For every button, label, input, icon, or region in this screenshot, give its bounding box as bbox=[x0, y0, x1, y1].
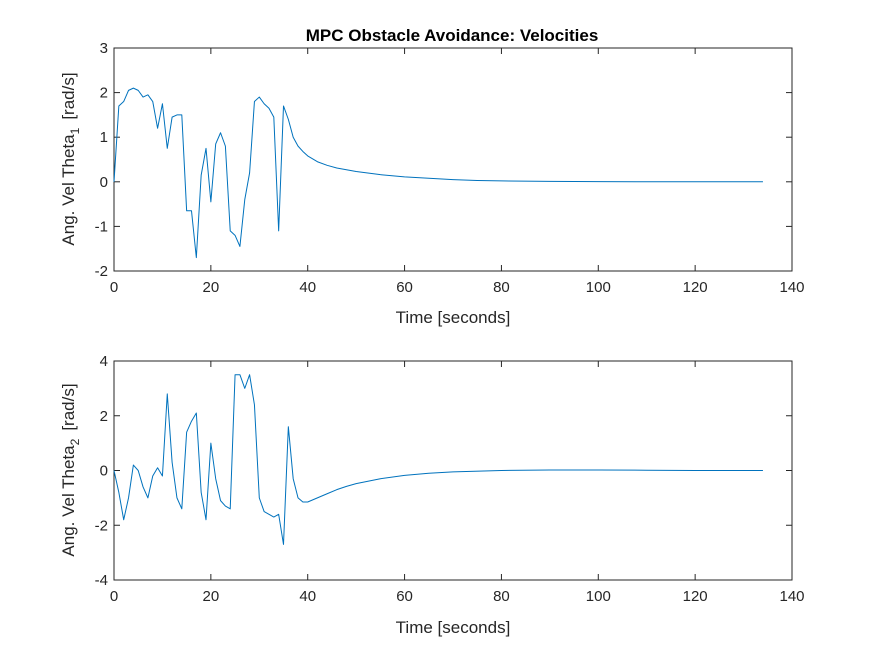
series-line-theta2 bbox=[113, 374, 763, 545]
series-line-theta1 bbox=[113, 87, 763, 259]
y-axis: -2 -1 0 1 2 3 bbox=[95, 40, 792, 280]
x-tick-label: 60 bbox=[396, 588, 413, 605]
x-tick-label: 60 bbox=[396, 279, 413, 296]
y-tick-label: -4 bbox=[95, 572, 108, 589]
y-tick-label: 2 bbox=[100, 85, 108, 102]
y-axis-label-subscript: 1 bbox=[68, 127, 82, 134]
y-axis-label-unit: [rad/s] bbox=[59, 72, 78, 119]
x-tick-label: 100 bbox=[586, 279, 611, 296]
y-tick-label: 4 bbox=[100, 353, 108, 370]
y-axis-label-subscript: 2 bbox=[68, 438, 82, 445]
y-axis-label-unit: [rad/s] bbox=[59, 383, 78, 430]
x-tick-label: 40 bbox=[299, 279, 316, 296]
y-tick-label: 3 bbox=[100, 40, 108, 57]
x-tick-label: 80 bbox=[493, 588, 510, 605]
y-tick-label: -1 bbox=[95, 218, 108, 235]
x-axis: 0 20 40 60 80 100 120 140 bbox=[110, 48, 805, 296]
y-tick-label: 0 bbox=[100, 463, 108, 480]
x-tick-label: 120 bbox=[683, 279, 708, 296]
x-axis: 0 20 40 60 80 100 120 140 bbox=[110, 361, 805, 605]
y-tick-label: 0 bbox=[100, 174, 108, 191]
y-axis-label-text: Ang. Vel Theta bbox=[59, 445, 78, 557]
y-axis-label: Ang. Vel Theta1 [rad/s] bbox=[59, 72, 82, 245]
x-axis-label: Time [seconds] bbox=[396, 618, 511, 637]
chart-title: MPC Obstacle Avoidance: Velocities bbox=[306, 26, 599, 45]
x-tick-label: 120 bbox=[683, 588, 708, 605]
subplot-theta1: MPC Obstacle Avoidance: Velocities 0 20 40… bbox=[59, 26, 805, 327]
x-tick-label: 20 bbox=[203, 279, 220, 296]
x-tick-label: 140 bbox=[779, 588, 804, 605]
x-tick-label: 20 bbox=[203, 588, 220, 605]
x-tick-label: 140 bbox=[779, 279, 804, 296]
y-axis-label-text: Ang. Vel Theta bbox=[59, 134, 78, 246]
x-tick-label: 0 bbox=[110, 279, 118, 296]
y-tick-label: -2 bbox=[95, 517, 108, 534]
x-tick-label: 40 bbox=[299, 588, 316, 605]
y-tick-label: -2 bbox=[95, 263, 108, 280]
y-axis: -4 -2 0 2 4 bbox=[95, 353, 792, 589]
x-tick-label: 0 bbox=[110, 588, 118, 605]
x-axis-label: Time [seconds] bbox=[396, 308, 511, 327]
x-tick-label: 80 bbox=[493, 279, 510, 296]
y-axis-label: Ang. Vel Theta2 [rad/s] bbox=[59, 383, 82, 556]
x-tick-label: 100 bbox=[586, 588, 611, 605]
plot-area bbox=[113, 47, 793, 272]
subplot-theta2: 0 20 40 60 80 100 120 140 -4 -2 0 2 4 Time [seconds… bbox=[59, 353, 805, 637]
y-tick-label: 1 bbox=[100, 129, 108, 146]
y-tick-label: 2 bbox=[100, 408, 108, 425]
